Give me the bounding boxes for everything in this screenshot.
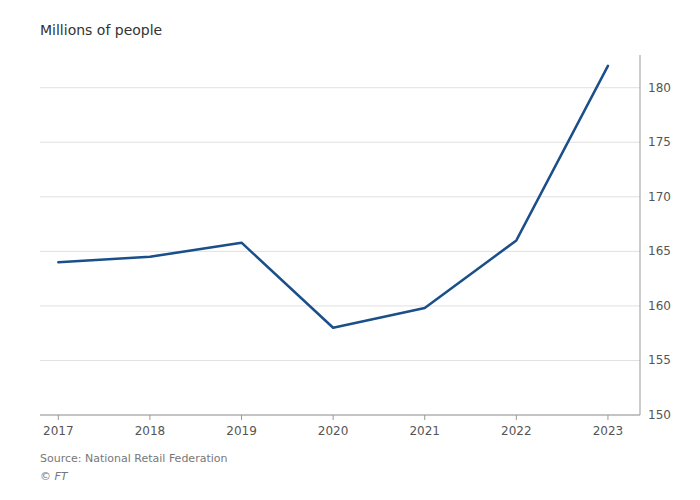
x-tick xyxy=(149,415,150,420)
y-tick-label: 170 xyxy=(648,190,671,204)
x-axis-line xyxy=(40,415,640,416)
grid-line xyxy=(40,251,640,252)
x-tick-label: 2022 xyxy=(501,424,532,438)
annotation: © FT xyxy=(40,470,69,483)
x-tick-label: 2017 xyxy=(43,424,74,438)
grid-line xyxy=(40,360,640,361)
x-tick xyxy=(58,415,59,420)
chart-svg: 150 155 160 165 170 175 180 2017 2018 2019 2020 202… xyxy=(0,0,700,500)
grid-line xyxy=(40,87,640,88)
x-tick xyxy=(607,415,608,420)
grid-line xyxy=(40,142,640,143)
y-axis-line xyxy=(640,55,641,415)
grid-line xyxy=(40,415,640,416)
y-grid xyxy=(40,88,640,415)
y-tick-label: 165 xyxy=(648,244,671,258)
y-tick-label: 160 xyxy=(648,299,671,313)
x-tick-label: 2020 xyxy=(318,424,349,438)
x-tick xyxy=(424,415,425,420)
chart-container: 150 155 160 165 170 175 180 2017 2018 2019 2020 202… xyxy=(0,0,700,500)
x-tick xyxy=(516,415,517,420)
y-tick-label: 175 xyxy=(648,135,671,149)
x-tick xyxy=(333,415,334,420)
y-tick-label: 180 xyxy=(648,81,671,95)
x-tick-label: 2021 xyxy=(409,424,440,438)
grid-line xyxy=(40,196,640,197)
y-tick-label: 150 xyxy=(648,408,671,422)
series-group xyxy=(58,66,608,328)
annotation: Source: National Retail Federation xyxy=(40,452,228,465)
x-tick-label: 2019 xyxy=(226,424,257,438)
x-tick-label: 2018 xyxy=(135,424,166,438)
grid-line xyxy=(40,305,640,306)
x-tick-label: 2023 xyxy=(593,424,624,438)
x-tick xyxy=(241,415,242,420)
y-axis-label: Millions of people xyxy=(40,22,162,38)
data-line xyxy=(58,66,608,328)
y-tick-label: 155 xyxy=(648,353,671,367)
